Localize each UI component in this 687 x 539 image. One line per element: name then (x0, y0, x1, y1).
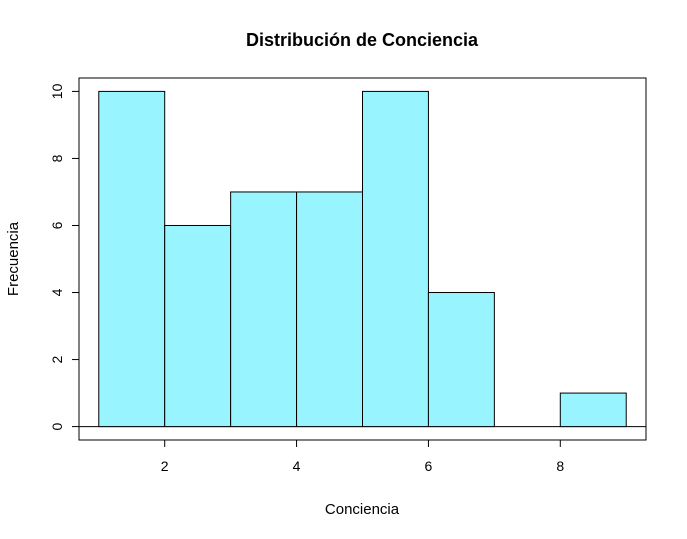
histogram-bar-5 (362, 90, 429, 428)
histogram-bar-6 (427, 292, 495, 428)
y-tick-label: 0 (49, 422, 65, 430)
y-tick-label: 10 (49, 83, 65, 99)
y-tick-label: 6 (49, 221, 65, 229)
bars-group (98, 90, 627, 428)
x-axis-ticks: 2 4 6 8 (161, 440, 564, 474)
x-axis-label: Conciencia (325, 501, 400, 518)
x-tick-label: 6 (425, 458, 433, 474)
histogram-bar-1 (98, 90, 166, 428)
y-tick-label: 4 (49, 288, 65, 296)
x-tick-label: 4 (293, 458, 301, 474)
y-tick-label: 8 (49, 154, 65, 162)
histogram-bar-4 (296, 191, 363, 428)
y-tick-label: 2 (49, 355, 65, 363)
histogram-bar-2 (164, 224, 232, 428)
y-axis-label: Frecuencia (5, 221, 22, 296)
x-tick-label: 2 (161, 458, 169, 474)
chart-title: Distribución de Conciencia (246, 30, 479, 50)
x-tick-label: 8 (556, 458, 564, 474)
histogram-bar-8 (559, 392, 627, 428)
y-axis-ticks: 0 2 4 6 8 10 (49, 83, 79, 430)
histogram-bar-3 (230, 191, 298, 428)
